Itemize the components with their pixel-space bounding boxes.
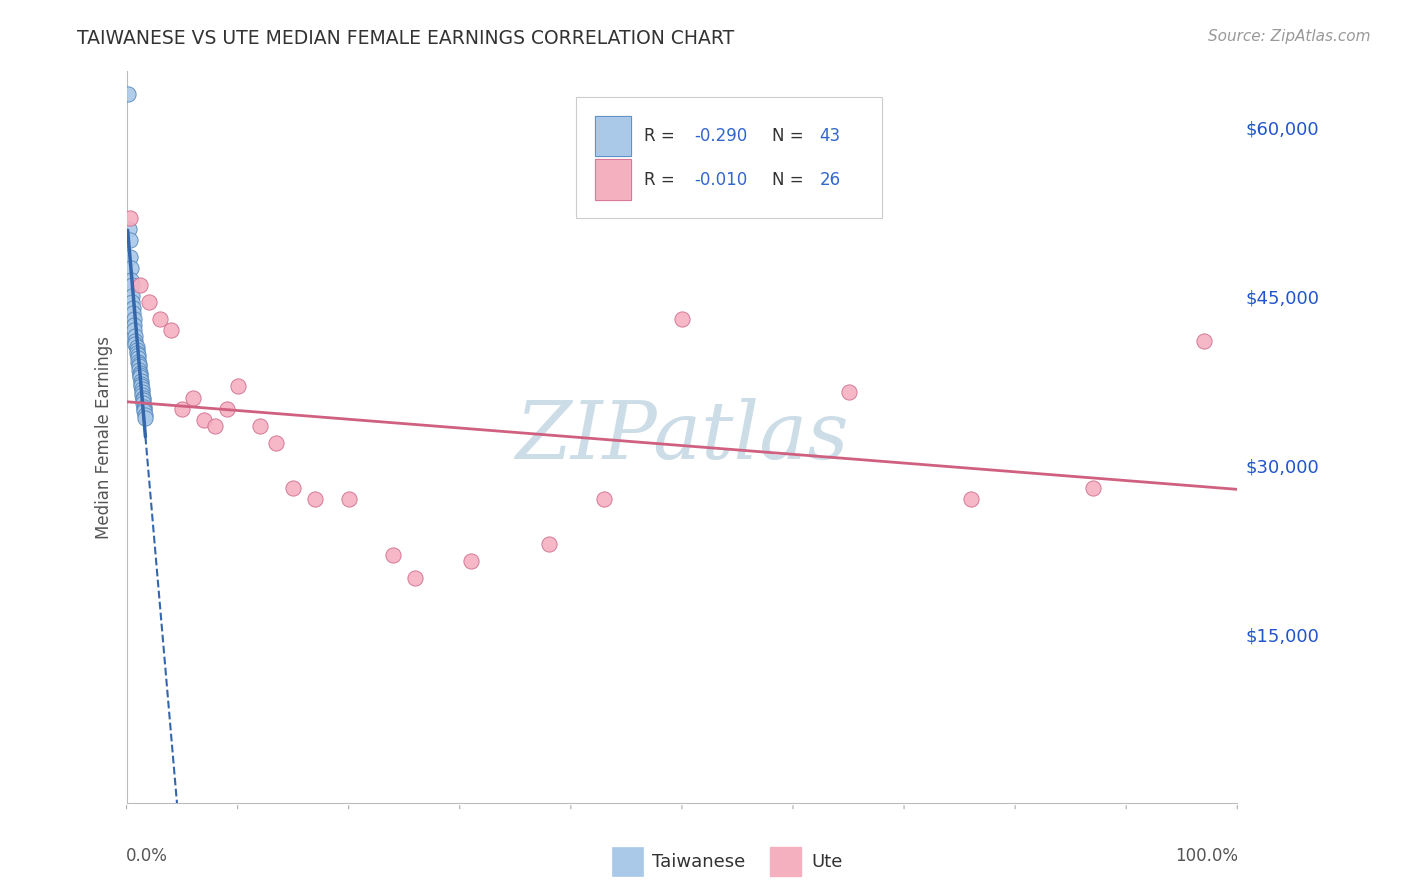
Text: R =: R = [644,127,681,145]
Bar [595,160,631,200]
Point [118,211,141,225]
Point [125,340,148,354]
Bar [595,116,631,156]
Point [537,537,560,551]
Text: ZIPatlas: ZIPatlas [515,399,849,475]
Point [128,359,150,374]
Point [128,357,150,371]
Bar [595,116,631,156]
Point [128,366,150,380]
Text: 0.0%: 0.0% [125,847,167,864]
Point [131,388,153,402]
Text: 43: 43 [820,127,841,145]
Point [124,323,146,337]
Point [125,343,148,358]
Point [125,345,148,359]
Point [128,368,150,383]
Point [122,301,145,315]
Point [593,491,616,506]
Point [134,401,156,416]
Point [382,548,405,562]
Text: Source: ZipAtlas.com: Source: ZipAtlas.com [1208,29,1371,44]
Point [129,377,152,392]
Text: N =: N = [772,127,808,145]
Point [1081,481,1104,495]
Text: R =: R = [644,170,681,188]
Point [127,354,149,368]
Point [118,250,141,264]
Point [134,404,156,418]
Point [172,401,194,416]
Point [132,392,155,407]
Point [128,370,150,384]
Point [404,571,426,585]
Point [215,401,238,416]
Point [121,295,143,310]
Point [134,400,156,414]
Point [134,411,156,425]
Point [124,336,146,351]
Point [132,396,155,410]
Point [249,418,271,433]
Point [128,278,150,293]
Point [121,278,143,293]
Text: N =: N = [772,170,808,188]
Point [118,233,141,247]
Point [124,312,146,326]
Text: -0.290: -0.290 [695,127,748,145]
Point [129,374,152,388]
Point [193,413,215,427]
Point [118,222,141,236]
Point [131,385,153,400]
Point [134,408,156,422]
Point [226,379,249,393]
Point [120,272,142,286]
Point [304,491,326,506]
Point [122,306,145,320]
Point [132,391,155,405]
Bar [595,160,631,200]
Point [129,379,152,393]
Point [128,362,150,376]
Point [121,289,143,303]
Text: 100.0%: 100.0% [1175,847,1239,864]
Point [131,382,153,396]
Text: Taiwanese: Taiwanese [652,853,745,871]
Point [120,261,142,276]
Point [124,318,146,332]
Text: TAIWANESE VS UTE MEDIAN FEMALE EARNINGS CORRELATION CHART: TAIWANESE VS UTE MEDIAN FEMALE EARNINGS … [77,29,734,47]
Point [337,491,360,506]
FancyBboxPatch shape [576,97,882,218]
Point [138,295,160,310]
Text: -0.010: -0.010 [695,170,748,188]
Point [671,312,693,326]
Y-axis label: Median Female Earnings: Median Female Earnings [94,335,112,539]
Text: Ute: Ute [811,853,842,871]
Point [160,323,183,337]
Point [281,481,304,495]
Point [117,87,139,101]
Point [124,334,146,349]
Point [959,491,981,506]
Point [204,418,226,433]
Point [127,348,149,362]
Point [181,391,204,405]
Point [124,328,146,343]
Point [838,385,860,400]
Point [127,351,149,366]
Point [460,554,482,568]
Point [1192,334,1215,349]
Text: 26: 26 [820,170,841,188]
Point [149,312,172,326]
Point [266,435,288,450]
